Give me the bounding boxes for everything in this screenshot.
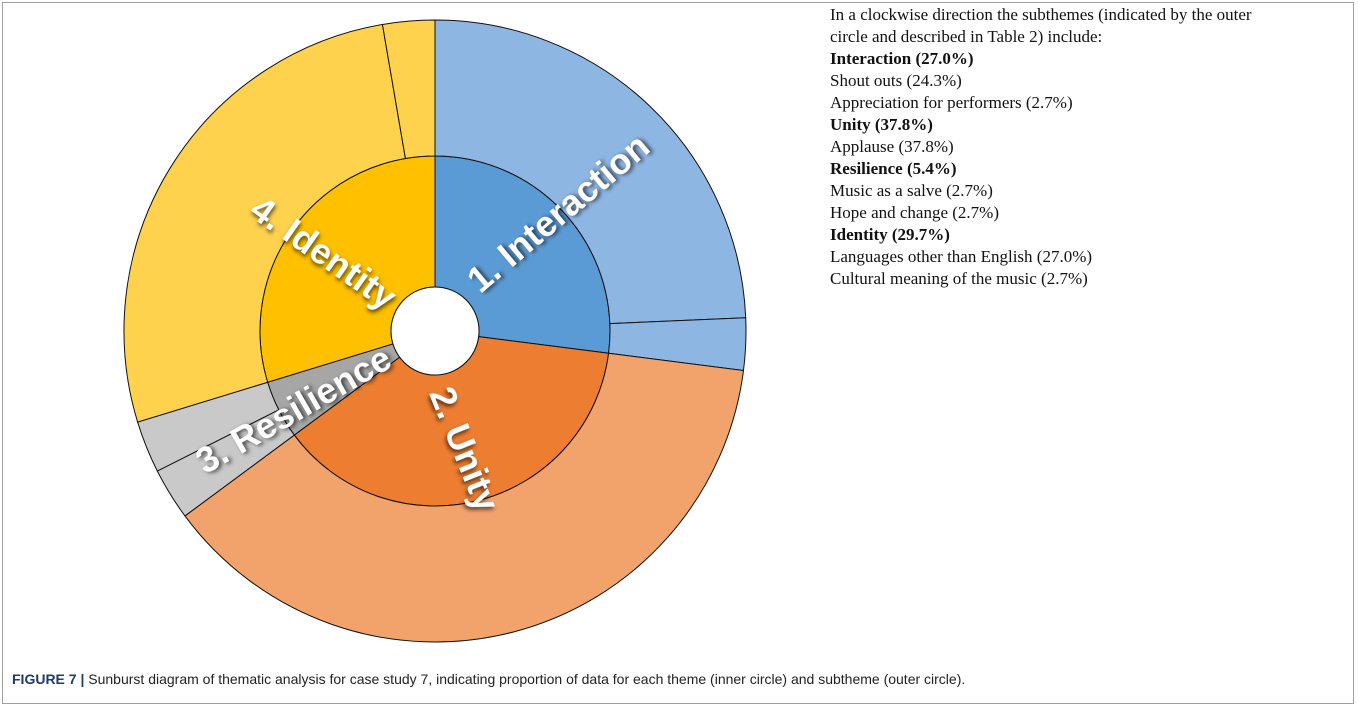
- subtheme-value: (27.0%): [1036, 247, 1093, 266]
- legend: In a clockwise direction the subthemes (…: [830, 4, 1255, 290]
- theme-name: Interaction: [830, 49, 912, 68]
- subtheme-value: (24.3%): [906, 71, 962, 90]
- subtheme-name: Appreciation for performers: [830, 93, 1022, 112]
- subtheme-name: Hope and change: [830, 203, 949, 222]
- legend-subtheme: Shout outs (24.3%): [830, 70, 1255, 92]
- subtheme-name: Applause: [830, 137, 895, 156]
- subtheme-arc: [123, 23, 407, 423]
- legend-subtheme: Music as a salve (2.7%): [830, 180, 1255, 202]
- legend-theme: Interaction (27.0%): [830, 48, 1255, 70]
- caption-label: FIGURE 7 |: [12, 671, 85, 687]
- theme-value: (27.0%): [915, 49, 974, 68]
- legend-theme: Resilience (5.4%): [830, 158, 1255, 180]
- legend-subtheme: Applause (37.8%): [830, 136, 1255, 158]
- subtheme-arc: [381, 19, 436, 160]
- subtheme-arc: [184, 352, 745, 643]
- legend-subtheme: Cultural meaning of the music (2.7%): [830, 268, 1255, 290]
- theme-name: Resilience: [830, 159, 903, 178]
- legend-subtheme: Hope and change (2.7%): [830, 202, 1255, 224]
- subtheme-value: (2.7%): [1041, 269, 1088, 288]
- theme-name: Identity: [830, 225, 888, 244]
- theme-value: (29.7%): [891, 225, 950, 244]
- subtheme-arc: [434, 19, 747, 325]
- subtheme-name: Languages other than English: [830, 247, 1033, 266]
- subtheme-name: Music as a salve: [830, 181, 942, 200]
- theme-value: (5.4%): [906, 159, 957, 178]
- legend-subtheme: Appreciation for performers (2.7%): [830, 92, 1255, 114]
- legend-subtheme: Languages other than English (27.0%): [830, 246, 1255, 268]
- theme-value: (37.8%): [874, 115, 933, 134]
- caption: FIGURE 7 | Sunburst diagram of thematic …: [12, 671, 965, 687]
- legend-theme: Identity (29.7%): [830, 224, 1255, 246]
- legend-theme: Unity (37.8%): [830, 114, 1255, 136]
- subtheme-name: Cultural meaning of the music: [830, 269, 1037, 288]
- subtheme-value: (2.7%): [952, 203, 999, 222]
- subtheme-value: (2.7%): [946, 181, 993, 200]
- description: In a clockwise direction the subthemes (…: [830, 5, 1252, 46]
- theme-name: Unity: [830, 115, 871, 134]
- subtheme-value: (2.7%): [1025, 93, 1073, 112]
- subtheme-value: (37.8%): [898, 137, 954, 156]
- center-hole: [390, 286, 480, 376]
- caption-text: Sunburst diagram of thematic analysis fo…: [88, 671, 966, 687]
- subtheme-name: Shout outs: [830, 71, 903, 90]
